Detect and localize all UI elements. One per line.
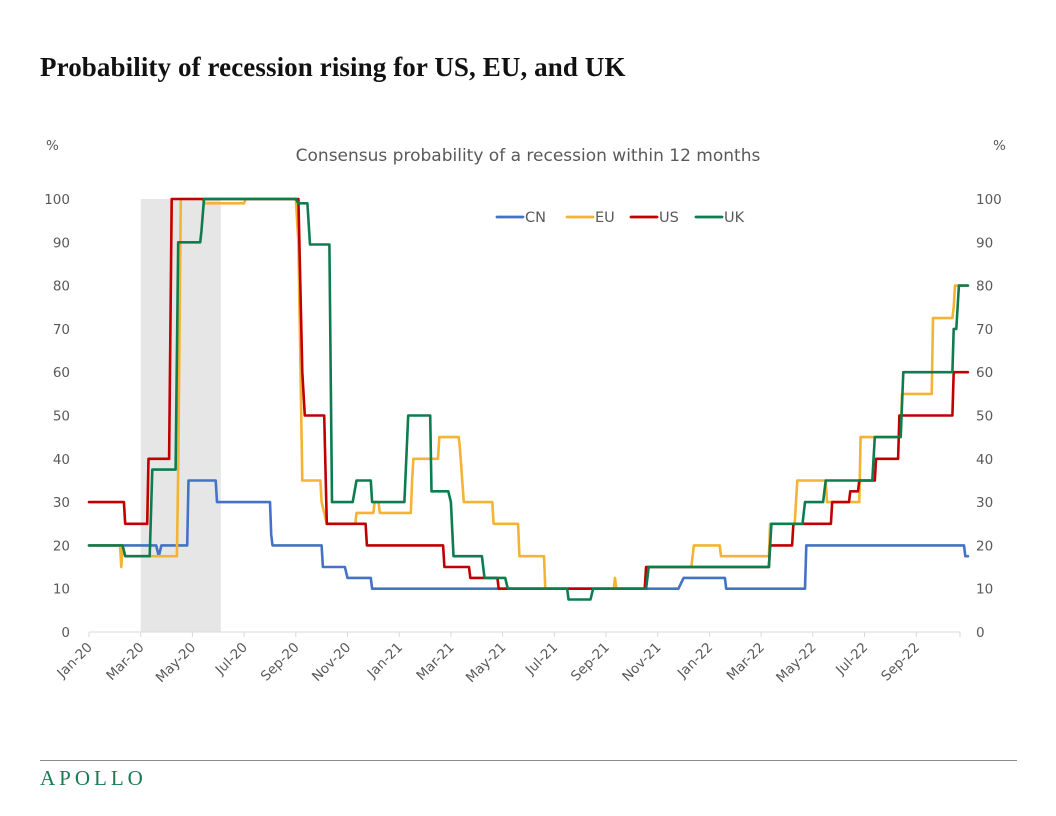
y-tick-label-right: 60 (976, 365, 993, 381)
y-tick-label-right: 100 (976, 192, 1002, 208)
apollo-logo: APOLLO (40, 766, 147, 790)
legend-label-uk: UK (724, 210, 745, 226)
y-tick-label-right: 20 (976, 538, 993, 554)
x-tick-label: Nov-20 (309, 640, 354, 685)
y-tick-label-left: 0 (61, 625, 70, 641)
y-tick-label-left: 90 (53, 235, 70, 251)
y-tick-label-left: 80 (53, 279, 70, 295)
x-tick-label: May-20 (153, 640, 199, 686)
legend-label-eu: EU (595, 210, 615, 226)
series-line-us (87, 197, 970, 590)
x-tick-label: Jan-21 (364, 640, 406, 682)
legend-label-cn: CN (525, 210, 546, 226)
y-tick-label-right: 0 (976, 625, 985, 641)
y-tick-label-left: 70 (53, 322, 70, 338)
legend-label-us: US (659, 210, 679, 226)
y-tick-label-left: 20 (53, 538, 70, 554)
y-tick-label-left: 10 (53, 582, 70, 598)
y-tick-label-right: 90 (976, 235, 993, 251)
x-tick-label: Jan-22 (674, 640, 716, 682)
series-line-eu (87, 197, 970, 590)
y-tick-label-right: 50 (976, 409, 993, 425)
x-tick-label: Mar-22 (724, 640, 768, 684)
x-tick-label: May-22 (773, 640, 819, 686)
x-tick-label: Nov-21 (619, 640, 664, 685)
footer-divider (40, 760, 1017, 761)
x-tick-label: Mar-20 (103, 640, 147, 684)
x-tick-label: Jul-20 (212, 640, 251, 679)
y-tick-label-right: 10 (976, 582, 993, 598)
y-axis-left-unit: % (46, 138, 59, 154)
y-tick-label-left: 60 (53, 365, 70, 381)
y-tick-label-right: 40 (976, 452, 993, 468)
y-tick-label-left: 50 (53, 409, 70, 425)
y-axis-right-unit: % (993, 138, 1006, 154)
page-title: Probability of recession rising for US, … (40, 52, 626, 82)
y-tick-label-left: 30 (53, 495, 70, 511)
x-tick-label: Sep-20 (258, 640, 303, 685)
x-tick-label: Jul-21 (522, 640, 561, 679)
recession-probability-chart: % % Consensus probability of a recession… (44, 138, 1006, 686)
series-line-cn (87, 479, 970, 590)
x-tick-label: Mar-21 (413, 640, 457, 684)
x-tick-label: Jan-20 (53, 640, 95, 682)
x-tick-label: Sep-21 (568, 640, 613, 685)
y-tick-label-right: 80 (976, 279, 993, 295)
x-tick-label: May-21 (463, 640, 509, 686)
y-tick-label-left: 100 (44, 192, 70, 208)
y-tick-label-right: 30 (976, 495, 993, 511)
chart-title: Consensus probability of a recession wit… (296, 146, 761, 166)
x-tick-label: Sep-22 (878, 640, 923, 685)
y-tick-label-right: 70 (976, 322, 993, 338)
x-tick-label: Jul-22 (832, 640, 871, 679)
y-tick-label-left: 40 (53, 452, 70, 468)
series-line-uk (87, 197, 970, 601)
